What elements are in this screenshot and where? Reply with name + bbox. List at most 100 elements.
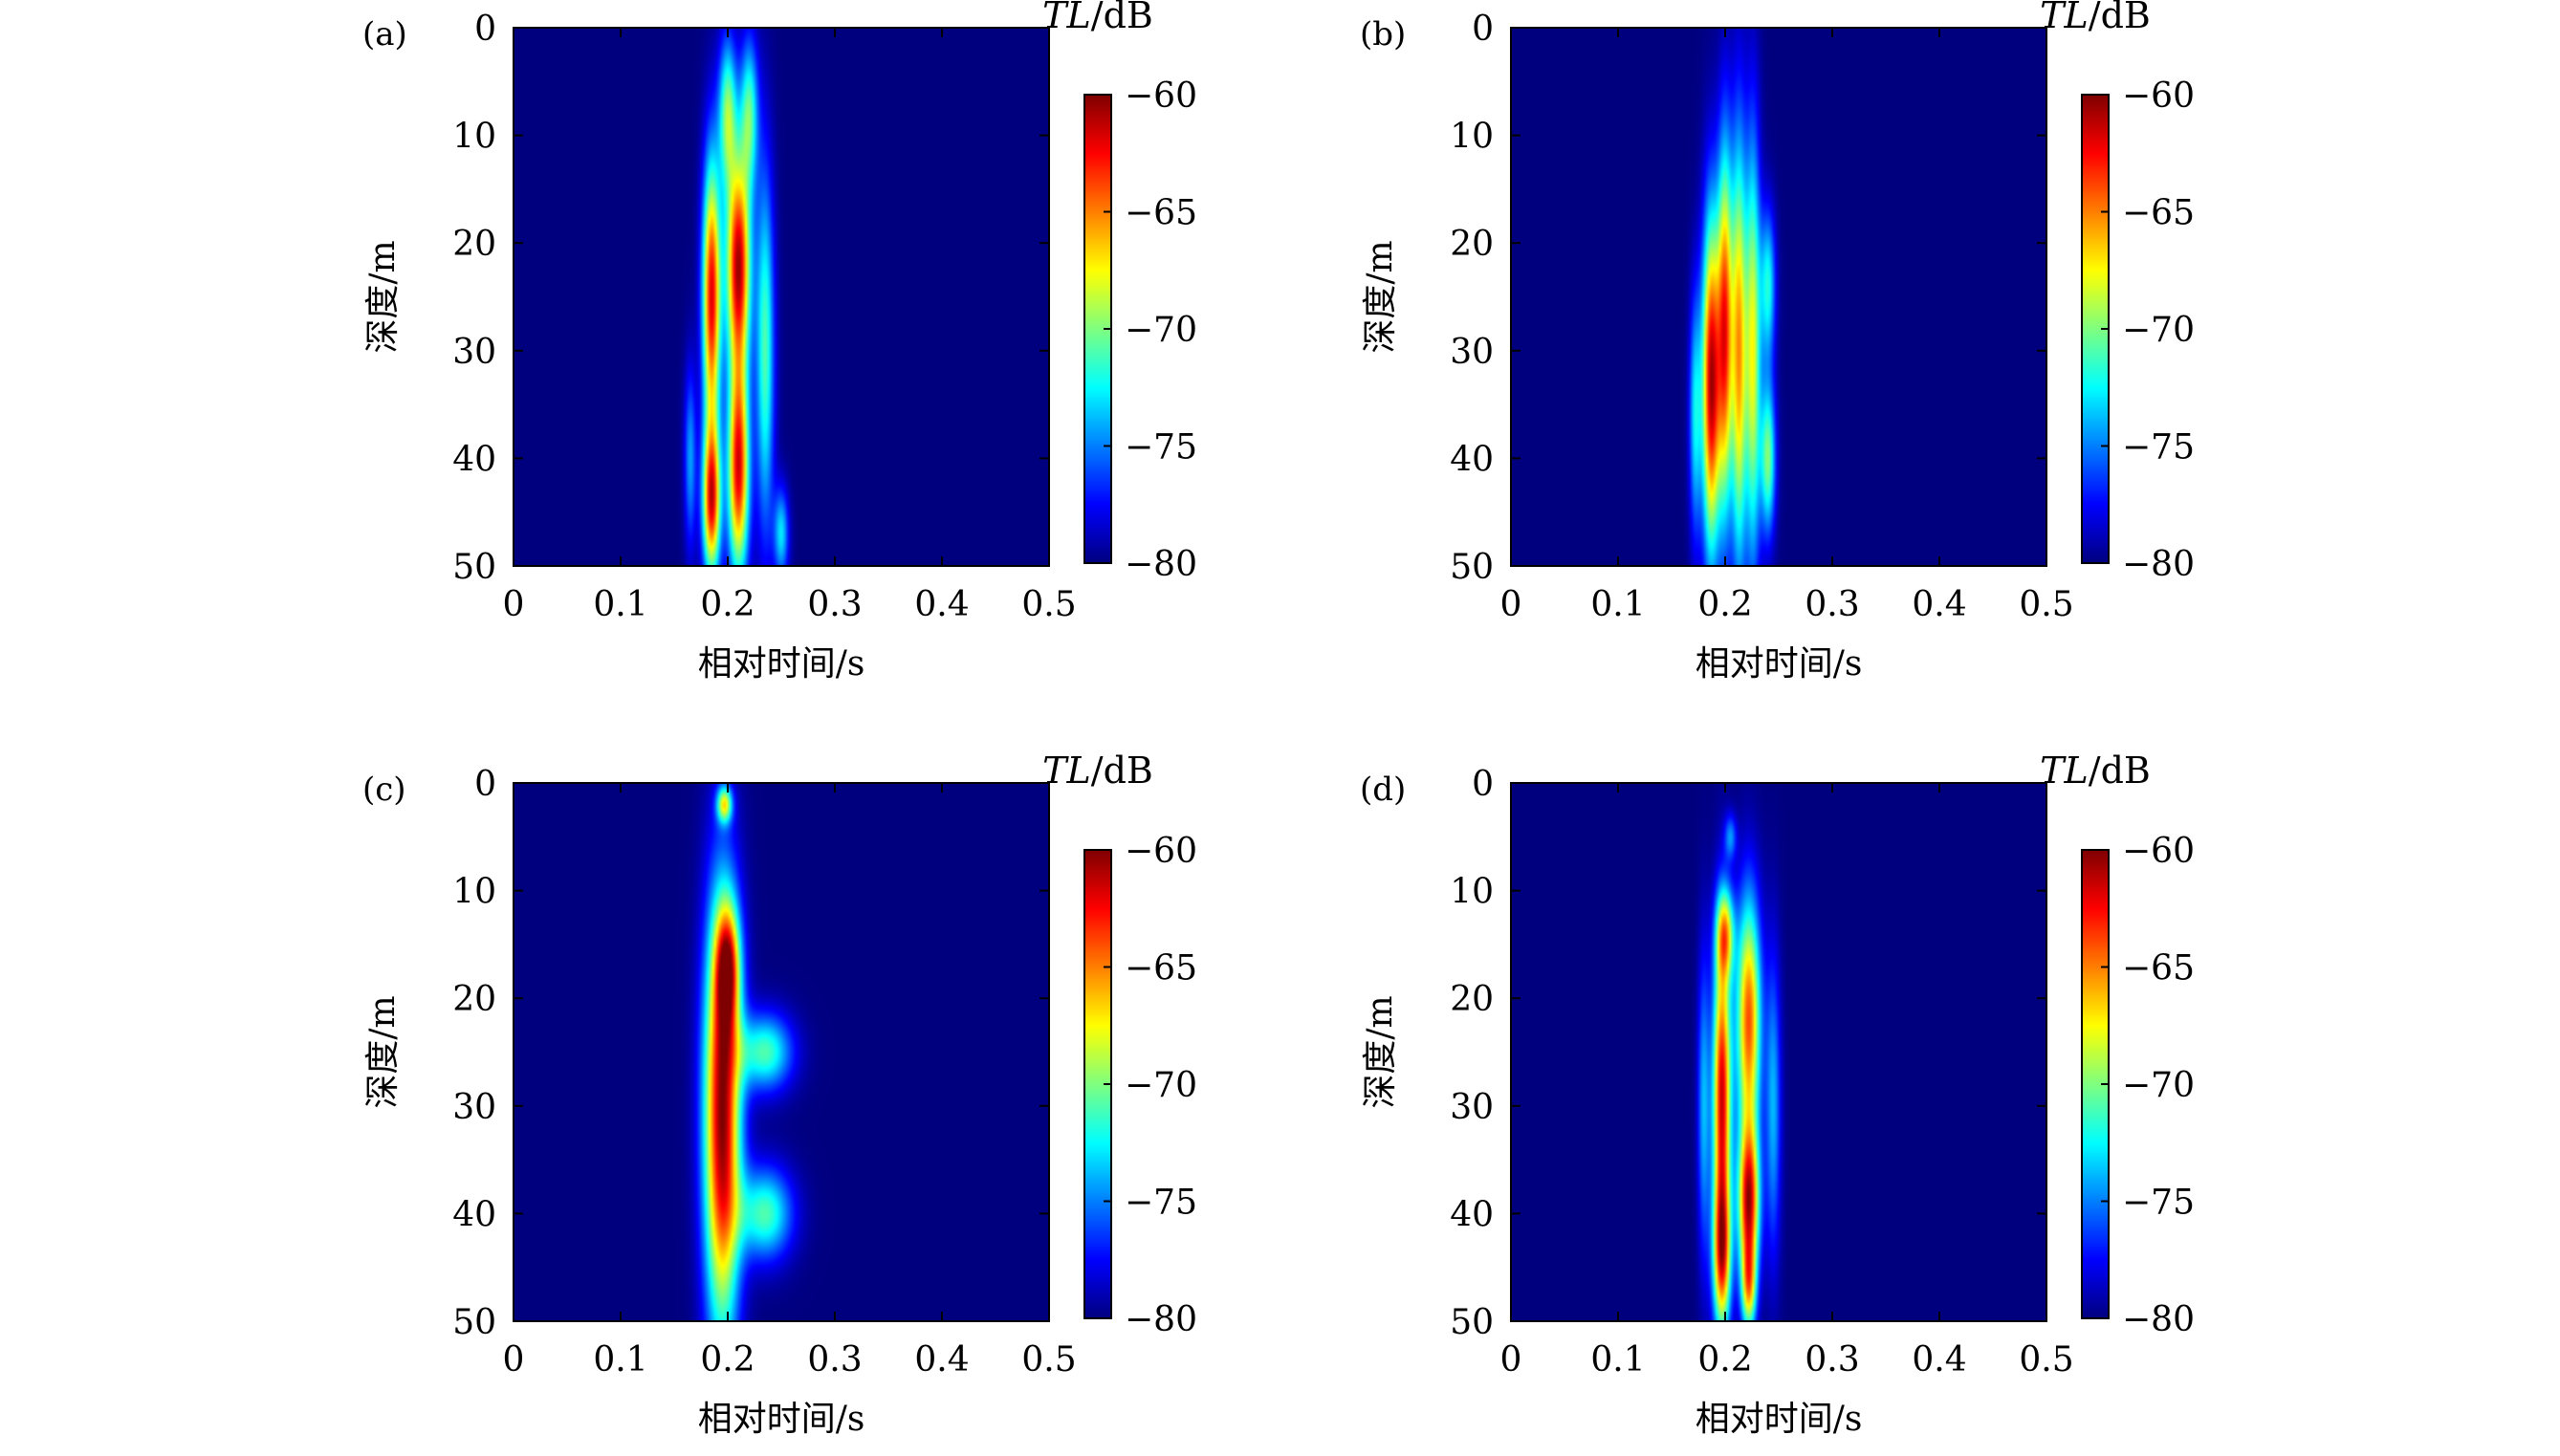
plot-frame — [513, 27, 1050, 567]
colorbar-tick-label: −60 — [1125, 76, 1197, 116]
colorbar-tick-label: −65 — [1125, 194, 1197, 233]
panel-label: (b) — [1360, 15, 1406, 54]
y-tick-label: 20 — [1450, 980, 1494, 1019]
x-axis-label: 相对时间/s — [1696, 1400, 1863, 1439]
colorbar-tick-label: −80 — [1125, 545, 1197, 584]
x-tick-label: 0.4 — [914, 585, 969, 624]
x-tick-label: 0.3 — [807, 1340, 862, 1380]
plot-frame — [1510, 782, 2047, 1322]
colorbar-title-unit: /dB — [1091, 750, 1153, 792]
colorbar-title-symbol: TL — [1042, 750, 1091, 792]
colorbar-tick-label: −75 — [2122, 1184, 2195, 1223]
y-tick-label: 0 — [1472, 765, 1494, 804]
colorbar-tick-label: −80 — [2122, 1300, 2195, 1339]
y-tick-label: 30 — [1450, 333, 1494, 372]
y-tick-label: 10 — [452, 118, 496, 157]
colorbar-title: TL/dB — [2040, 0, 2151, 36]
x-tick-label: 0.2 — [1697, 585, 1752, 624]
y-tick-label: 10 — [1450, 118, 1494, 157]
y-axis-label: 深度/m — [363, 995, 403, 1108]
y-tick-label: 30 — [452, 1088, 496, 1127]
colorbar-tick-label: −60 — [2122, 76, 2195, 116]
colorbar-tick-label: −70 — [1125, 1066, 1197, 1105]
y-tick-label: 30 — [1450, 1088, 1494, 1127]
y-tick-label: 40 — [1450, 440, 1494, 479]
colorbar-tick-label: −70 — [1125, 311, 1197, 350]
colorbar-tick-label: −75 — [1125, 428, 1197, 467]
x-tick-label: 0.3 — [1805, 585, 1859, 624]
x-tick-label: 0.2 — [1697, 1340, 1752, 1380]
y-tick-label: 0 — [474, 10, 496, 49]
colorbar-tick-label: −65 — [1125, 949, 1197, 989]
colorbar-title: TL/dB — [2040, 750, 2151, 792]
colorbar-tick-label: −60 — [1125, 832, 1197, 871]
x-tick-label: 0.5 — [2019, 1340, 2073, 1380]
y-tick-label: 0 — [474, 765, 496, 804]
colorbar-title: TL/dB — [1042, 0, 1153, 36]
x-axis-label: 相对时间/s — [698, 1400, 865, 1439]
x-tick-label: 0.2 — [700, 1340, 755, 1380]
x-tick-label: 0.1 — [1590, 1340, 1645, 1380]
plot-frame — [1510, 27, 2047, 567]
colorbar-tick-label: −75 — [2122, 428, 2195, 467]
colorbar-title-symbol: TL — [2040, 0, 2089, 36]
y-tick-label: 20 — [1450, 225, 1494, 264]
y-tick-label: 50 — [452, 548, 496, 587]
x-tick-label: 0.4 — [1912, 1340, 1966, 1380]
x-tick-label: 0.3 — [807, 585, 862, 624]
x-tick-label: 0.5 — [1021, 585, 1076, 624]
colorbar-tick-label: −70 — [2122, 311, 2195, 350]
chart-panel: 0 0.1 0.2 0.3 0.4 0.5 0 10 20 30 40 50 相对时间/s 深度/m (c)… — [362, 750, 1197, 1439]
colorbar-title-unit: /dB — [2089, 750, 2151, 792]
y-tick-label: 50 — [452, 1303, 496, 1342]
y-axis-label: 深度/m — [1361, 995, 1400, 1108]
x-tick-label: 0 — [1500, 1340, 1522, 1380]
plot-frame — [513, 782, 1050, 1322]
colorbar-title-unit: /dB — [1091, 0, 1153, 36]
x-tick-label: 0.1 — [593, 1340, 647, 1380]
y-tick-label: 0 — [1472, 10, 1494, 49]
x-tick-label: 0.1 — [1590, 585, 1645, 624]
chart-panel: 0 0.1 0.2 0.3 0.4 0.5 0 10 20 30 40 50 相对时间/s 深度/m (d)… — [1360, 750, 2195, 1439]
heatmap-image — [514, 783, 1049, 1321]
x-tick-label: 0.4 — [1912, 585, 1966, 624]
colorbar-title-symbol: TL — [2040, 750, 2089, 792]
panel-label: (a) — [362, 15, 407, 54]
y-tick-label: 30 — [452, 333, 496, 372]
y-tick-label: 20 — [452, 980, 496, 1019]
y-tick-label: 50 — [1450, 1303, 1494, 1342]
colorbar-tick-label: −75 — [1125, 1184, 1197, 1223]
x-tick-label: 0.4 — [914, 1340, 969, 1380]
panel-label: (d) — [1360, 771, 1406, 809]
colorbar-tick-label: −60 — [2122, 832, 2195, 871]
y-tick-label: 10 — [1450, 873, 1494, 912]
x-axis-label: 相对时间/s — [698, 644, 865, 684]
colorbar-tick-label: −65 — [2122, 194, 2195, 233]
x-tick-label: 0 — [503, 1340, 525, 1380]
x-axis-label: 相对时间/s — [1696, 644, 1863, 684]
x-tick-label: 0.5 — [2019, 585, 2073, 624]
y-tick-label: 40 — [1450, 1195, 1494, 1234]
x-tick-label: 0.5 — [1021, 1340, 1076, 1380]
colorbar-tick-label: −65 — [2122, 949, 2195, 989]
x-tick-label: 0.3 — [1805, 1340, 1859, 1380]
colorbar-tick-label: −80 — [2122, 545, 2195, 584]
x-tick-label: 0.2 — [700, 585, 755, 624]
chart-panel: 0 0.1 0.2 0.3 0.4 0.5 0 10 20 30 40 50 相对时间/s 深度/m (a)… — [362, 0, 1197, 684]
colorbar-tick-label: −80 — [1125, 1300, 1197, 1339]
colorbar-title-symbol: TL — [1042, 0, 1091, 36]
colorbar-tick-label: −70 — [2122, 1066, 2195, 1105]
heatmap-image — [1511, 783, 2046, 1321]
y-tick-label: 40 — [452, 1195, 496, 1234]
x-tick-label: 0.1 — [593, 585, 647, 624]
y-tick-label: 40 — [452, 440, 496, 479]
x-tick-label: 0 — [1500, 585, 1522, 624]
y-axis-label: 深度/m — [363, 240, 403, 353]
heatmap-image — [514, 28, 1049, 566]
heatmap-image — [1511, 28, 2046, 566]
colorbar-title-unit: /dB — [2089, 0, 2151, 36]
chart-panel: 0 0.1 0.2 0.3 0.4 0.5 0 10 20 30 40 50 相对时间/s 深度/m (b)… — [1360, 0, 2195, 684]
y-axis-label: 深度/m — [1361, 240, 1400, 353]
y-tick-label: 20 — [452, 225, 496, 264]
